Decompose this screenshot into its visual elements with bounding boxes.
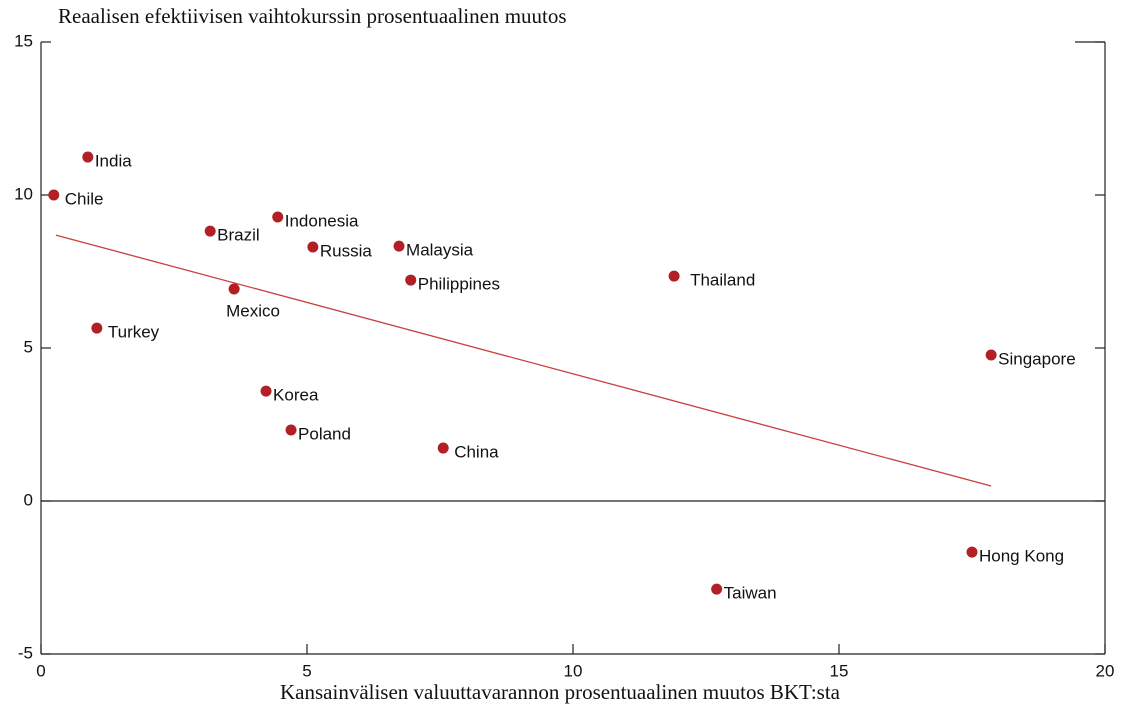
chart-title: Reaalisen efektiivisen vaihtokurssin pro… <box>58 4 567 28</box>
point-label: Hong Kong <box>979 547 1064 566</box>
x-tick-label: 5 <box>302 661 311 680</box>
point-label: Taiwan <box>724 584 777 603</box>
point <box>405 274 417 286</box>
point <box>966 546 978 558</box>
y-tick-label: -5 <box>18 643 33 662</box>
point <box>228 283 240 295</box>
y-tick-label: 0 <box>24 490 33 509</box>
point <box>82 151 94 163</box>
y-tick-label: 15 <box>14 31 33 50</box>
point-label: Chile <box>65 189 104 208</box>
point-label: Malaysia <box>406 241 474 260</box>
trend-line <box>55 234 992 487</box>
point <box>48 189 60 201</box>
point <box>260 385 272 397</box>
point-label: Indonesia <box>285 212 359 231</box>
point-label: Russia <box>320 242 373 261</box>
point-label: Korea <box>273 386 319 405</box>
point-label: Poland <box>298 424 351 443</box>
point <box>985 349 997 361</box>
point <box>285 424 297 436</box>
x-tick-label: 0 <box>36 661 45 680</box>
point-label: India <box>95 152 132 171</box>
point <box>91 322 103 334</box>
point-label: Philippines <box>418 275 500 294</box>
point-label: Turkey <box>108 323 160 342</box>
point <box>668 270 680 282</box>
point <box>307 241 319 253</box>
point <box>711 583 723 595</box>
point <box>272 211 284 223</box>
point-label: Singapore <box>998 350 1076 369</box>
x-tick-label: 10 <box>564 661 583 680</box>
x-tick-label: 15 <box>830 661 849 680</box>
point <box>204 225 216 237</box>
point <box>437 442 449 454</box>
y-tick-label: 10 <box>14 184 33 203</box>
point-label: Mexico <box>226 301 280 320</box>
y-tick-label: 5 <box>24 337 33 356</box>
x-axis-label: Kansainvälisen valuuttavarannon prosentu… <box>280 680 841 704</box>
point-label: China <box>454 443 499 462</box>
x-tick-label: 20 <box>1096 661 1115 680</box>
point <box>393 240 405 252</box>
point-label: Brazil <box>217 226 260 245</box>
point-label: Thailand <box>690 271 755 290</box>
